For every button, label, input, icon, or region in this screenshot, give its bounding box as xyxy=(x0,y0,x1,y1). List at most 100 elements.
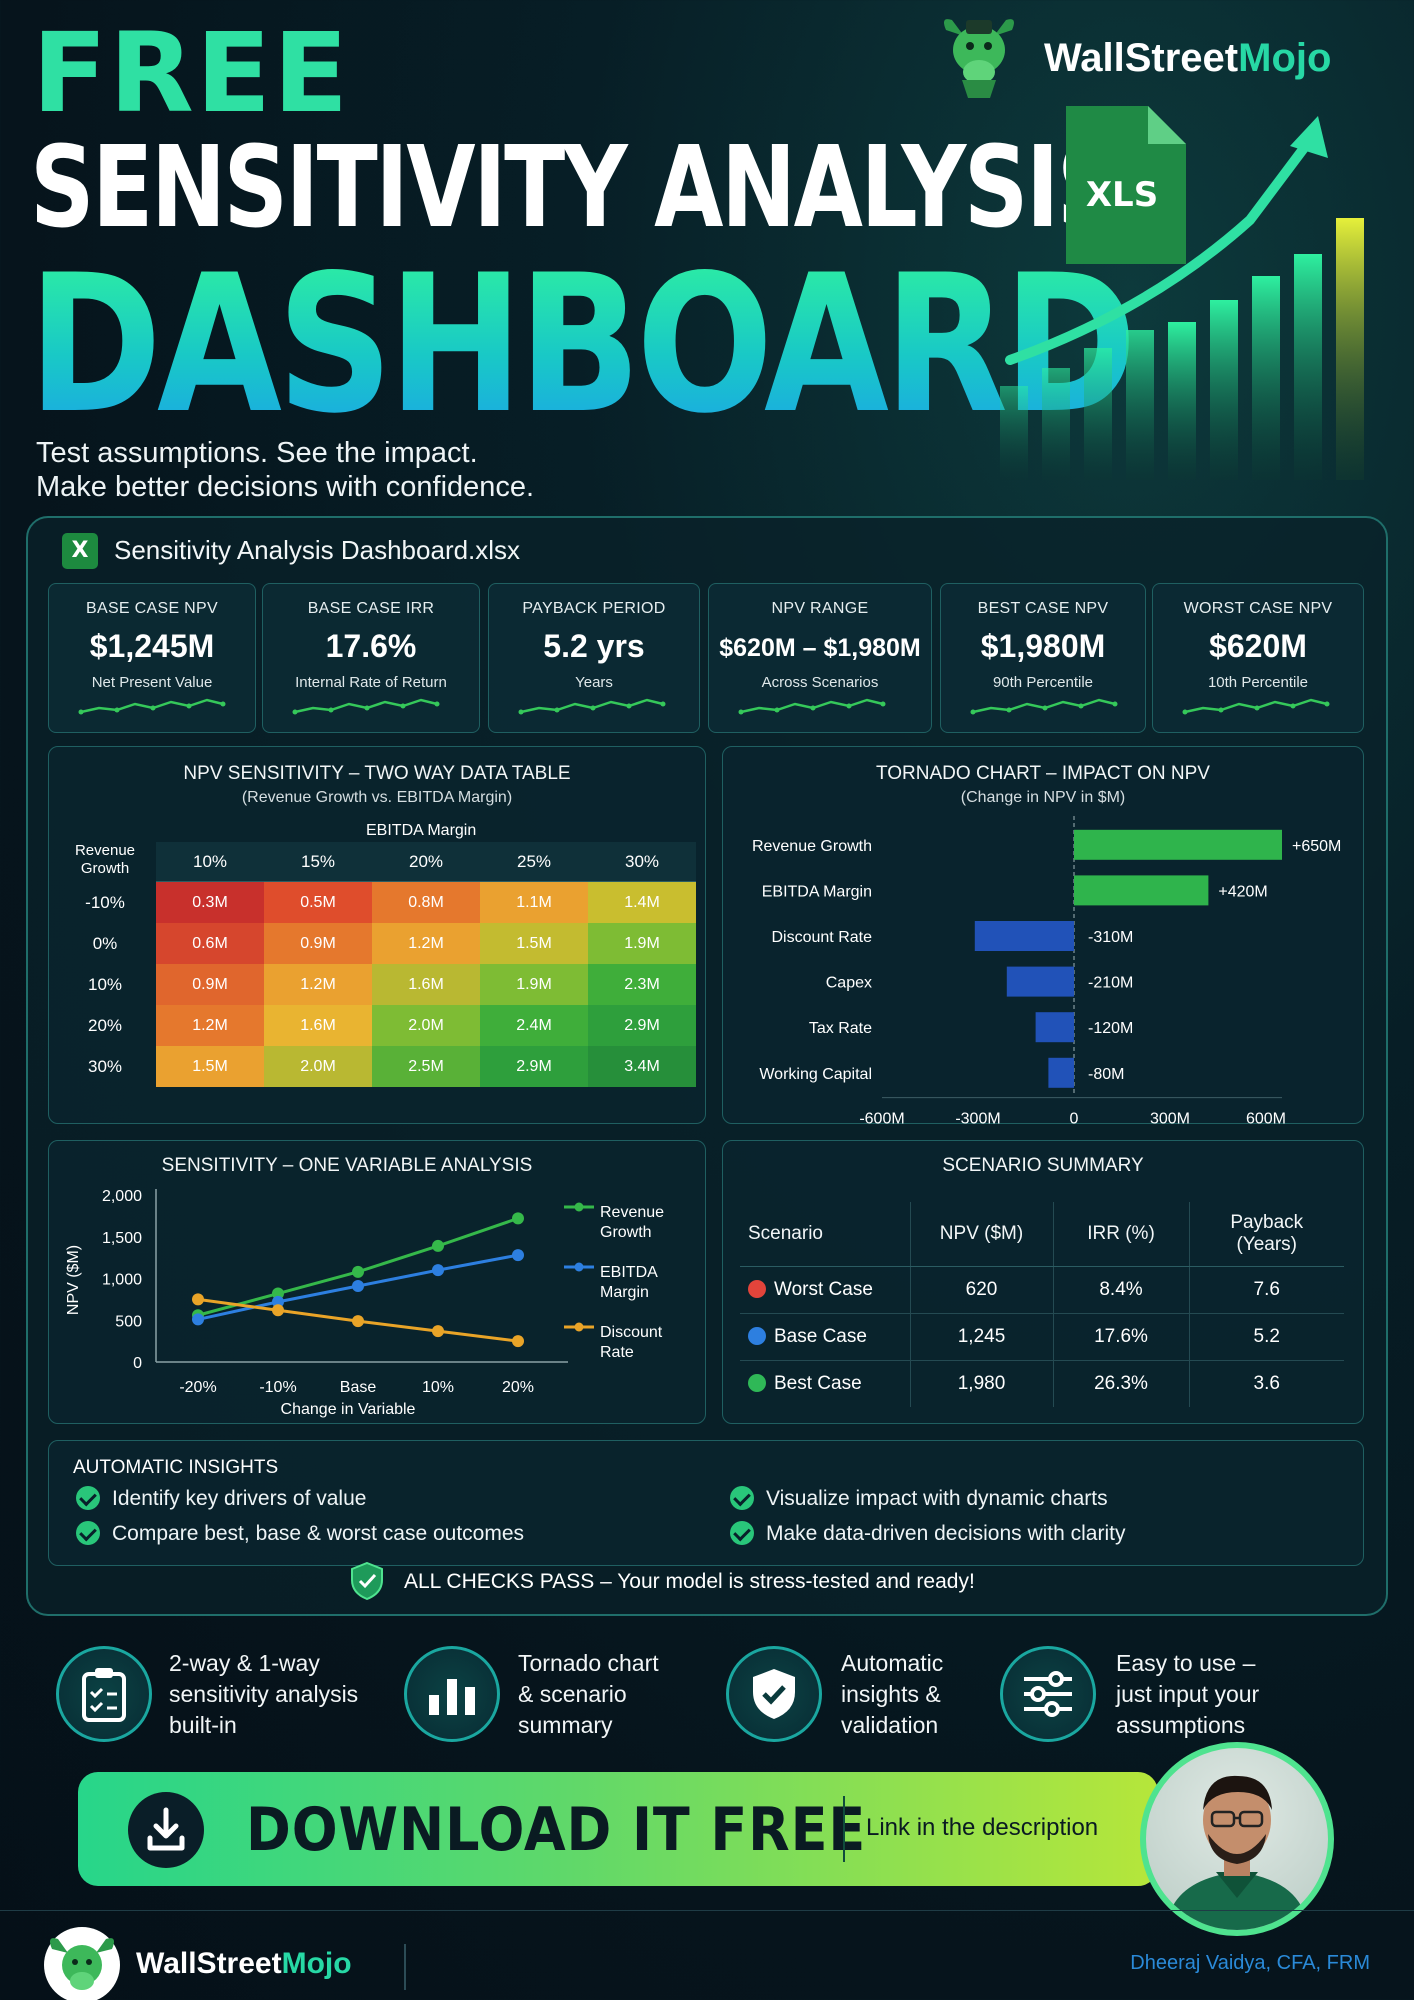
legend-label-line1: Revenue xyxy=(600,1204,665,1221)
irr-cell: 8.4% xyxy=(1052,1266,1189,1314)
line-point xyxy=(192,1293,204,1306)
legend-swatch-dot xyxy=(574,1202,584,1212)
insight-text: Make data-driven decisions with clarity xyxy=(766,1522,1126,1545)
author-avatar xyxy=(1140,1742,1334,1936)
payback-header-line2: (Years) xyxy=(1236,1233,1298,1255)
line-chart-x-tick-label: -20% xyxy=(179,1379,216,1396)
one-variable-title: SENSITIVITY – ONE VARIABLE ANALYSIS xyxy=(161,1155,533,1176)
two-way-row-axis-label: Revenue Growth xyxy=(70,842,140,878)
scenario-table: Scenario NPV ($M) IRR (%) Payback (Years… xyxy=(740,1202,1344,1407)
line-point xyxy=(512,1249,524,1262)
growth-bars-decoration xyxy=(1000,116,1364,480)
line-point xyxy=(272,1295,284,1308)
download-button[interactable] xyxy=(78,1772,1158,1886)
line-point xyxy=(352,1265,364,1278)
line-chart-x-tick-label: 10% xyxy=(422,1379,454,1396)
heatmap-cell: 0.8M xyxy=(372,882,480,923)
legend-revenue-growth: Revenue Growth xyxy=(600,1203,664,1243)
line-chart-y-tick-label: 0 xyxy=(133,1355,142,1372)
scenario-name-cell: Worst Case xyxy=(740,1266,910,1314)
insight-item: Compare best, base & worst case outcomes xyxy=(76,1521,524,1546)
tornado-category-label: EBITDA Margin xyxy=(762,883,872,900)
heatmap-column-header: 30% xyxy=(624,852,660,871)
kpi-label: PAYBACK PERIOD xyxy=(522,600,666,617)
line-chart-y-tick-label: 2,000 xyxy=(102,1188,142,1205)
kpi-value: 17.6% xyxy=(325,628,417,664)
tornado-category-label: Discount Rate xyxy=(772,929,873,946)
irr-cell: 26.3% xyxy=(1052,1360,1189,1407)
kpi-caption: 90th Percentile xyxy=(992,674,1094,691)
heatmap-cell: 3.4M xyxy=(588,1046,696,1087)
line-point xyxy=(512,1212,524,1225)
heatmap-cell: 2.0M xyxy=(264,1046,372,1087)
feature-text: Easy to use – just input your assumption… xyxy=(1116,1650,1260,1738)
check-circle-icon xyxy=(76,1486,100,1510)
tornado-bar xyxy=(1006,966,1074,997)
kpi-card-best-npv: BEST CASE NPV $1,980M 90th Percentile xyxy=(940,583,1146,733)
hero-subtitle-line1: Test assumptions. See the impact. xyxy=(36,437,478,469)
scenario-name: Best Case xyxy=(774,1372,862,1394)
heatmap-cell: 0.9M xyxy=(264,923,372,964)
sparkline-icon xyxy=(518,698,666,715)
line-chart-x-axis-label: Change in Variable xyxy=(281,1401,416,1418)
download-separator xyxy=(843,1796,845,1862)
one-variable-line-chart: 0 500 1,000 1,500 2,000 -20% -10% Base 10% 20% Cha… xyxy=(65,1188,594,1418)
heatmap-cell: 1.2M xyxy=(156,1005,264,1046)
line-point xyxy=(512,1335,524,1348)
line-point xyxy=(432,1264,444,1277)
col-header-irr: IRR (%) xyxy=(1052,1202,1189,1267)
tornado-x-tick-label: 0 xyxy=(1070,1111,1079,1124)
shield-check-icon xyxy=(726,1646,822,1742)
feature-text: Tornado chart & scenario summary xyxy=(518,1650,659,1738)
two-way-subtitle: (Revenue Growth vs. EBITDA Margin) xyxy=(241,789,513,806)
tornado-chart: Revenue Growth +650M EBITDA Margin +420M Dis… xyxy=(752,816,1341,1124)
heatmap-cell: 1.4M xyxy=(588,882,696,923)
brand-logo-footer[interactable]: WallStreetMojo xyxy=(40,1925,420,2000)
kpi-card-worst-npv: WORST CASE NPV $620M 10th Percentile xyxy=(1152,583,1364,733)
brand-name-accent: Mojo xyxy=(281,1947,352,1980)
status-dot-icon xyxy=(748,1326,766,1345)
tornado-x-tick-label: 300M xyxy=(1150,1111,1190,1124)
line-chart-x-tick-label: Base xyxy=(340,1379,377,1396)
bull-mascot-icon xyxy=(944,19,1014,98)
sparkline-icon xyxy=(292,698,440,715)
brand-name-main: WallStreet xyxy=(1044,36,1239,80)
npv-cell: 1,245 xyxy=(909,1313,1053,1361)
kpi-label: BEST CASE NPV xyxy=(977,600,1109,617)
footer-separator xyxy=(404,1944,406,1990)
heatmap-column-header: 25% xyxy=(516,852,552,871)
line-point xyxy=(272,1304,284,1317)
status-dot-icon xyxy=(748,1373,766,1392)
line-chart-y-tick-label: 1,000 xyxy=(102,1272,142,1289)
heatmap-cell: 0.3M xyxy=(156,882,264,923)
two-way-title: NPV SENSITIVITY – TWO WAY DATA TABLE xyxy=(183,763,571,784)
table-row: Worst Case 620 8.4% 7.6 xyxy=(740,1266,1344,1314)
npv-cell: 620 xyxy=(909,1266,1053,1314)
kpi-caption: Years xyxy=(575,674,613,691)
download-icon xyxy=(128,1792,204,1868)
heatmap-row-header: 10% xyxy=(87,974,123,994)
brand-name: WallStreetMojo xyxy=(1044,36,1331,81)
kpi-label: WORST CASE NPV xyxy=(1183,600,1333,617)
tornado-value-label: -310M xyxy=(1088,929,1133,946)
kpi-value: $620M – $1,980M xyxy=(719,634,921,662)
scenario-name: Base Case xyxy=(774,1325,867,1347)
brand-logo-top[interactable]: WallStreetMojo xyxy=(936,10,1376,100)
all-checks-banner: ALL CHECKS PASS – Your model is stress-t… xyxy=(350,1562,1070,1602)
tornado-bar xyxy=(1048,1057,1074,1088)
download-link-text[interactable]: Link in the description xyxy=(866,1814,1099,1841)
heatmap-cell: 2.4M xyxy=(480,1005,588,1046)
kpi-value: $1,245M xyxy=(89,628,215,664)
heatmap-column-header: 10% xyxy=(192,852,228,871)
kpi-caption: Internal Rate of Return xyxy=(295,674,447,691)
author-name: Dheeraj Vaidya, CFA, FRM xyxy=(1130,1952,1370,1974)
tornado-value-label: -120M xyxy=(1088,1020,1133,1037)
sparkline-icon xyxy=(970,698,1118,715)
irr-cell: 17.6% xyxy=(1052,1313,1189,1361)
payback-cell: 5.2 xyxy=(1188,1313,1344,1361)
clipboard-checklist-icon xyxy=(56,1646,152,1742)
footer-divider xyxy=(0,1910,1414,1911)
line-point xyxy=(432,1239,444,1252)
legend-label-line2: Margin xyxy=(600,1284,649,1301)
heatmap-row-header: 0% xyxy=(92,933,118,953)
